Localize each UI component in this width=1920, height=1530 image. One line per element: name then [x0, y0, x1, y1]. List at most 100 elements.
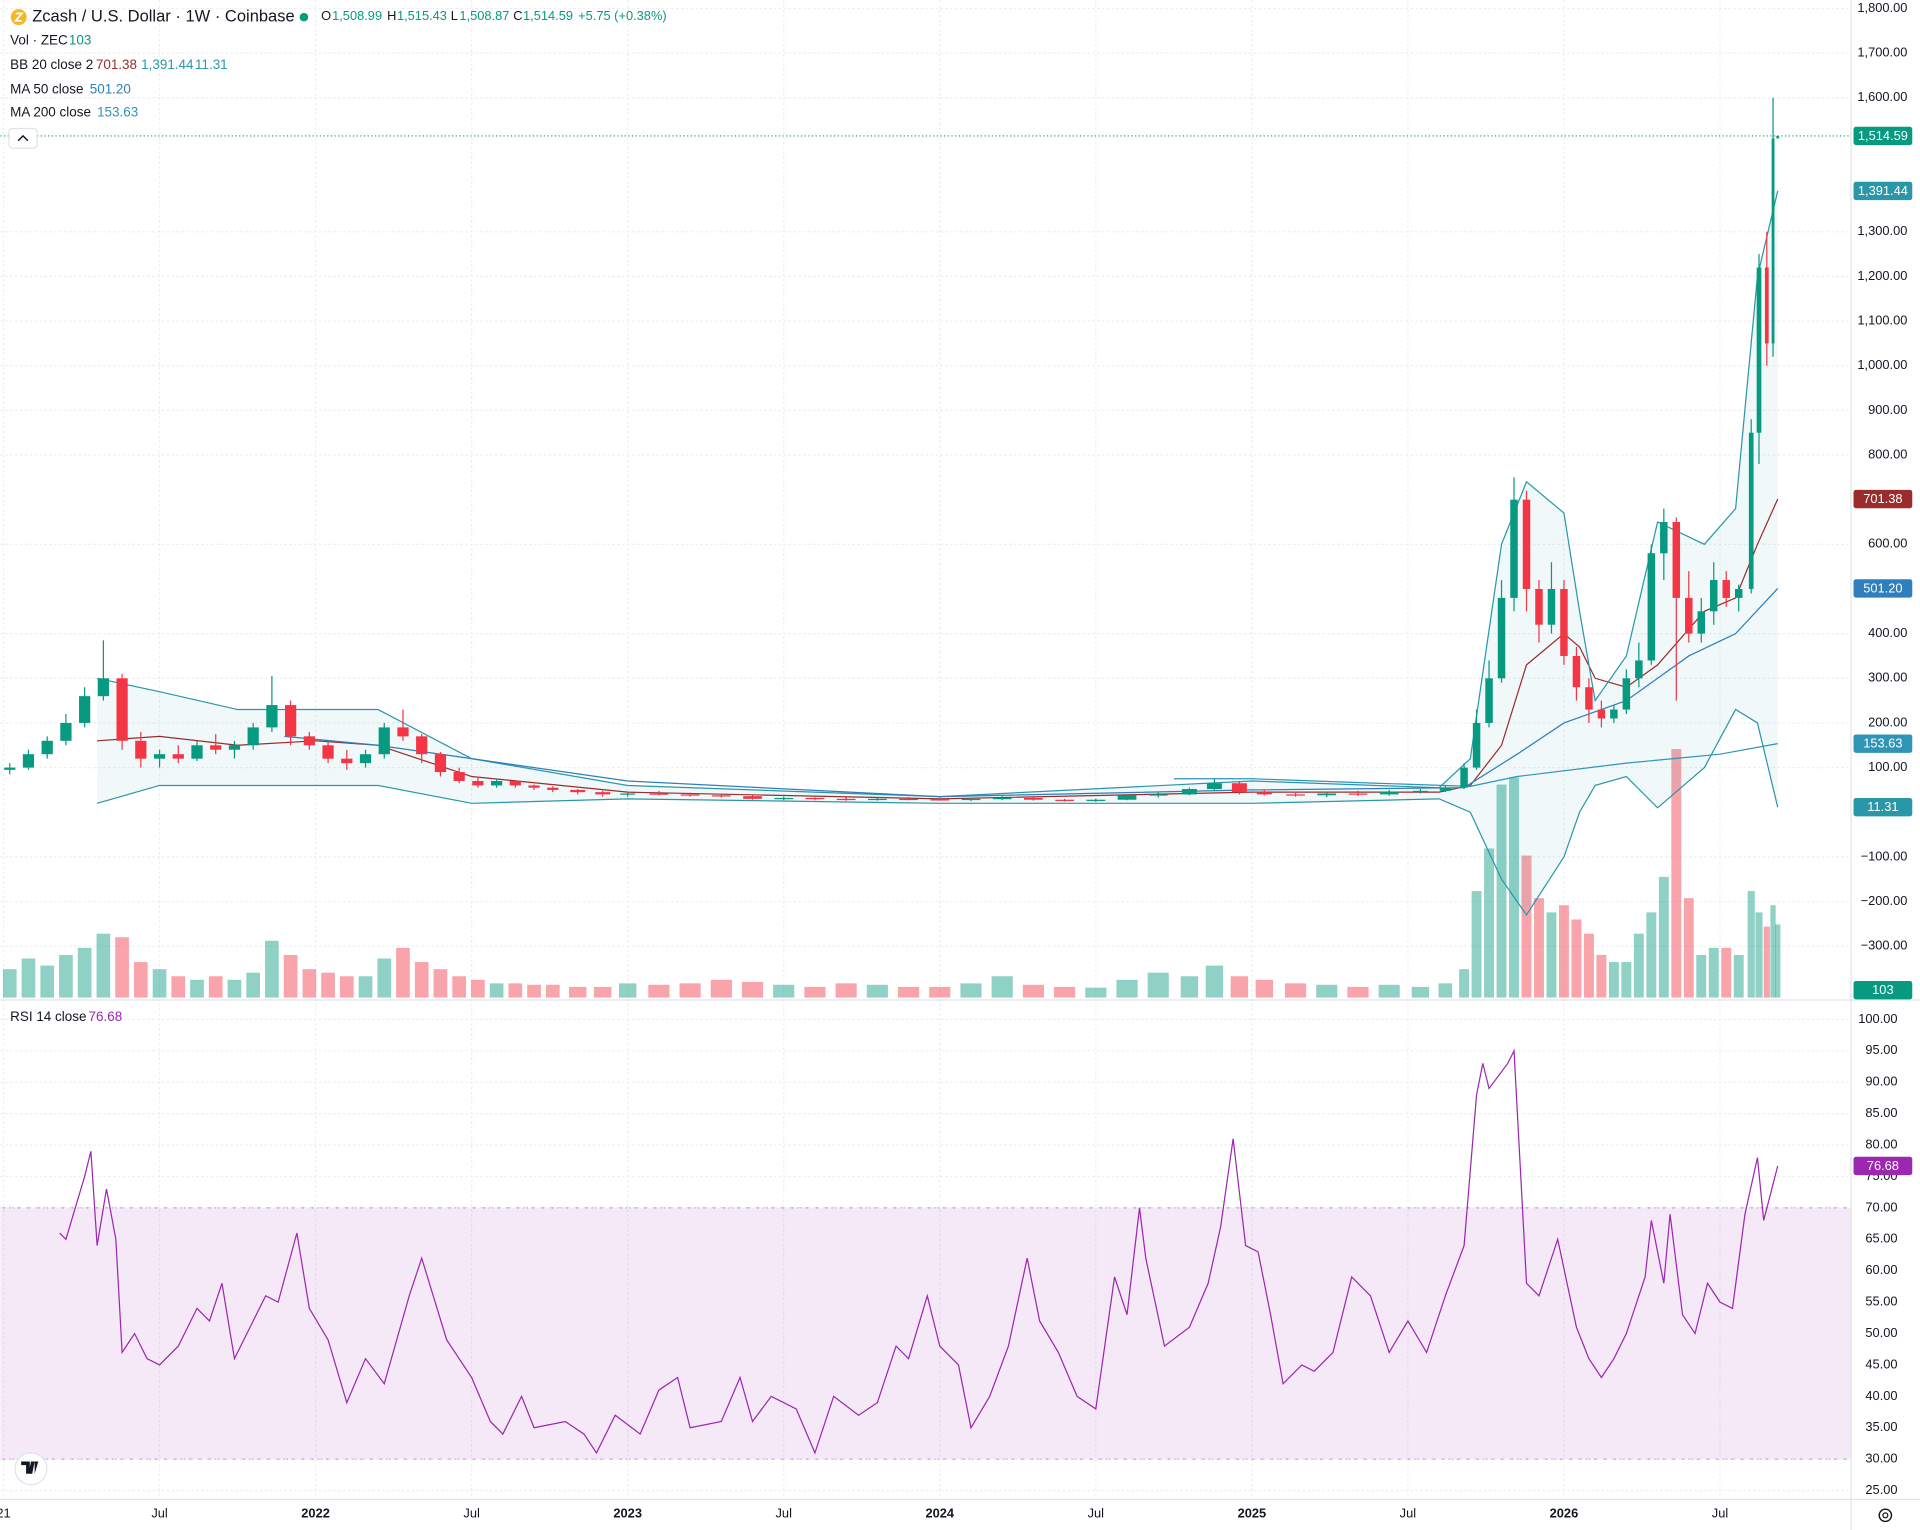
indicator-line: [97, 190, 1779, 798]
candle-body: [1460, 767, 1468, 788]
candle-body: [97, 678, 109, 697]
candle-body: [1660, 521, 1668, 554]
candle-body: [1572, 655, 1581, 688]
volume-bar: [227, 979, 242, 998]
volume-bar: [1658, 876, 1669, 998]
ma200-last: 153.63: [97, 104, 138, 119]
y-tick-label: 900.00: [1868, 402, 1907, 417]
bb-upper-last: 1,391.44: [141, 56, 194, 71]
candle-body: [1756, 267, 1762, 433]
ohlc-key: L: [451, 9, 458, 24]
candle-body: [711, 795, 731, 797]
volume-bar: [1347, 986, 1369, 998]
volume-bar: [302, 969, 317, 998]
volume-bar: [960, 983, 982, 998]
rsi-tick-label: 25.00: [1865, 1482, 1897, 1497]
candle-body: [1764, 267, 1769, 344]
candle-body: [191, 745, 203, 759]
volume-bar: [527, 984, 541, 998]
volume-bar: [679, 983, 701, 998]
x-tick-label: 2022: [301, 1505, 330, 1520]
ma50-legend[interactable]: MA 50 close 501.20: [10, 81, 131, 96]
x-tick-label: Jul: [463, 1505, 479, 1520]
tv-logo[interactable]: [14, 1452, 48, 1486]
volume-bar: [377, 958, 392, 998]
candle-body: [680, 794, 700, 796]
x-tick-label: Jul: [1400, 1505, 1416, 1520]
rsi-tick-label: 95.00: [1865, 1042, 1897, 1057]
candle-body: [359, 754, 372, 764]
candle-body: [1256, 792, 1272, 795]
indicator-badge: 153.63: [1863, 736, 1902, 751]
candle-body: [1522, 499, 1531, 589]
candle-body: [172, 754, 184, 759]
volume-bar: [929, 986, 951, 998]
volume-bar: [569, 986, 587, 998]
y-tick-label: 1,800.00: [1857, 0, 1907, 15]
candle-body: [266, 705, 278, 728]
volume-bar: [1459, 969, 1470, 998]
candle-body: [774, 797, 794, 800]
ohlc-change: +5.75 (+0.38%): [578, 9, 667, 24]
volume-bar: [1775, 924, 1781, 998]
candle-body: [378, 727, 390, 755]
volume-bar: [1596, 954, 1607, 998]
candle-body: [1117, 795, 1137, 800]
candle-body: [961, 798, 981, 801]
settings-button[interactable]: [1878, 1508, 1893, 1523]
rsi-tick-label: 100.00: [1858, 1011, 1897, 1026]
volume-bar: [835, 983, 857, 998]
volume-bar: [489, 983, 504, 998]
symbol-icon-glyph: [13, 12, 24, 22]
volume-bar: [1484, 848, 1495, 998]
candle-body: [1055, 799, 1074, 801]
candle-body: [1286, 794, 1305, 796]
volume-bar: [396, 947, 410, 998]
volume-bar: [171, 976, 186, 998]
candle-body: [285, 705, 297, 737]
candle-body: [79, 696, 91, 723]
volume-bar: [433, 969, 448, 998]
candle-body: [1647, 553, 1656, 661]
volume-bar: [1411, 986, 1430, 998]
x-tick-label: Jul: [151, 1505, 167, 1520]
rsi-legend[interactable]: RSI 14 close 76.68: [10, 1009, 122, 1024]
y-tick-label: −200.00: [1861, 893, 1908, 908]
candle-body: [1485, 678, 1493, 723]
candle-body: [1610, 709, 1618, 719]
market-status[interactable]: [299, 12, 309, 22]
ma200-legend[interactable]: MA 200 close 153.63: [10, 104, 138, 119]
collapse-legend-button[interactable]: [8, 127, 38, 149]
candle-body: [805, 797, 825, 800]
symbol-title[interactable]: Zcash / U.S. Dollar · 1W · Coinbase: [32, 6, 295, 25]
volume-bar: [710, 979, 732, 998]
volume-bar: [1621, 962, 1632, 998]
candle-body: [899, 798, 918, 801]
last-price-badge: 1,514.59: [1858, 128, 1908, 143]
volume-legend[interactable]: Vol · ZEC103: [10, 32, 91, 47]
y-tick-label: 200.00: [1868, 714, 1907, 729]
candle-body: [992, 797, 1012, 800]
indicator-badge: 11.31: [1867, 799, 1898, 814]
candle-body: [116, 678, 128, 741]
ohlc-key: H: [387, 9, 396, 24]
volume-bar: [1438, 983, 1453, 998]
indicator-line: [97, 498, 1779, 800]
candle-body: [649, 793, 669, 795]
candle-body: [1412, 790, 1428, 793]
y-tick-label: 1,200.00: [1857, 268, 1907, 283]
volume-bar: [1534, 898, 1544, 998]
volume-bar: [1583, 933, 1594, 998]
candle-body: [228, 745, 241, 750]
indicator-badge-bg: [1853, 798, 1913, 817]
volume-bar: [1147, 972, 1169, 998]
x-tick-label: 2026: [1550, 1505, 1579, 1520]
volume-bar: [77, 947, 92, 998]
volume-bar: [190, 979, 204, 998]
volume-bar: [1316, 984, 1338, 998]
volume-bar: [1116, 979, 1138, 998]
bb-legend[interactable]: BB 20 close 2 701.38 1,391.4411.31: [10, 56, 227, 71]
candle-body: [1148, 794, 1168, 796]
candle-body: [1635, 660, 1643, 679]
candle-body: [1535, 588, 1543, 625]
